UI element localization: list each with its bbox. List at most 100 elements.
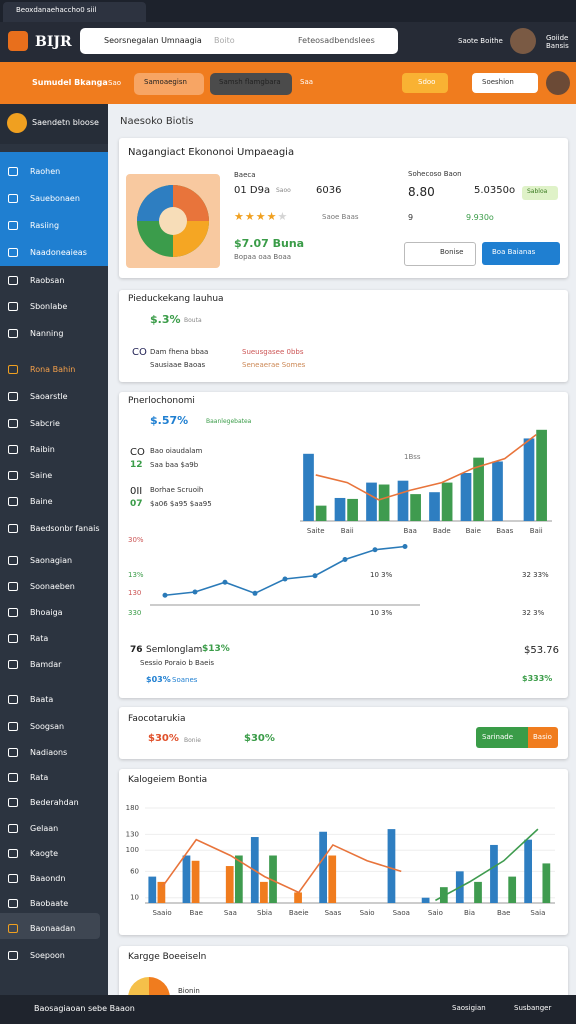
label: Baeca [234, 171, 256, 179]
nav-icon [8, 660, 18, 669]
nav-icon [8, 221, 18, 230]
brand: Sumudel Bkanga [32, 78, 108, 87]
nav-icon [8, 276, 18, 285]
bar [421, 897, 430, 903]
label: 76 [130, 645, 143, 655]
nav-icon [8, 849, 18, 858]
bar [347, 498, 358, 521]
bar [397, 480, 409, 521]
nav-button[interactable] [472, 73, 538, 93]
x-tick-label: Bae [190, 909, 203, 917]
sidebar-item[interactable]: Nadiaons [30, 748, 68, 757]
bar [303, 453, 314, 521]
nav-icon [8, 634, 18, 643]
sidebar-item[interactable]: Raobsan [30, 276, 65, 285]
sidebar-item[interactable]: Soepoon [30, 951, 65, 960]
sidebar-item[interactable]: Baata [30, 695, 54, 704]
button-text: Boa Baianas [492, 248, 536, 256]
sidebar-item[interactable]: Rata [30, 773, 49, 782]
label: Sohecoso Baon [408, 170, 462, 178]
sidebar-item[interactable]: Rata [30, 634, 49, 643]
bar [460, 473, 472, 521]
line [315, 433, 537, 501]
sidebar-item[interactable]: Raohen [30, 167, 61, 176]
button-green[interactable] [476, 727, 528, 748]
sidebar-item[interactable]: Baedsonbr fanais [30, 524, 100, 533]
nav-badge[interactable] [402, 73, 448, 93]
nav-icon [8, 798, 18, 807]
button-primary[interactable] [482, 242, 560, 265]
bar [294, 892, 302, 903]
footer-link[interactable]: Saosigian [452, 1004, 486, 1012]
search-text: Seorsnegalan Umnaagia [104, 36, 202, 45]
x-tick-label: Baie [466, 527, 481, 535]
label: Seneaerae Somes [242, 361, 306, 369]
sidebar-item[interactable]: Rasiing [30, 221, 60, 230]
label: 8.80 [408, 185, 435, 199]
sidebar-item[interactable]: Rona Bahin [30, 365, 76, 374]
bar [473, 457, 484, 521]
x-tick-label: Saaio [152, 909, 171, 917]
sidebar-item[interactable]: Saine [30, 471, 53, 480]
footer-link[interactable]: Susbanger [514, 1004, 552, 1012]
x-tick-label: Saas [325, 909, 342, 917]
label: 130 [128, 589, 142, 597]
label: $a06 $a95 $aa95 [150, 500, 212, 508]
nav-pill-active[interactable] [210, 73, 292, 95]
card [119, 290, 568, 382]
x-tick-label: Saio [360, 909, 375, 917]
rating-stars: ★★★★★ [234, 210, 289, 223]
sidebar-item[interactable]: Naadoneaieas [30, 248, 87, 257]
price: $7.07 Buna [234, 237, 305, 250]
sidebar-item[interactable]: Raibin [30, 445, 55, 454]
sidebar-item[interactable]: Baobaate [30, 899, 69, 908]
sidebar-item[interactable]: Soonaeben [30, 582, 75, 591]
x-tick-label: Bae [497, 909, 510, 917]
line-point [222, 579, 228, 585]
button[interactable] [404, 242, 476, 266]
bar [157, 881, 166, 903]
label: Saa baa $a9b [150, 461, 199, 469]
sidebar-item[interactable]: Sauebonaen [30, 194, 80, 203]
nav-avatar[interactable] [546, 71, 570, 95]
profile-icon [7, 113, 27, 133]
sidebar-item[interactable]: Bederahdan [30, 798, 79, 807]
browser-tab[interactable] [3, 2, 146, 22]
card-title: Pnerlochonomi [128, 396, 195, 406]
label: Saoo [276, 187, 291, 194]
button-orange[interactable] [528, 727, 558, 748]
x-tick-label: Saite [307, 527, 325, 535]
nav-pill[interactable] [134, 73, 204, 95]
nav-icon [8, 248, 18, 257]
card [119, 392, 568, 698]
search-alt: Feteosadbendslees [298, 36, 375, 45]
label: $03% [146, 675, 171, 684]
search-hint: Boito [214, 36, 235, 45]
sidebar-item[interactable]: Saoarstle [30, 392, 68, 401]
sidebar-item[interactable]: Bhoaiga [30, 608, 63, 617]
sidebar-item[interactable]: Baaondn [30, 874, 66, 883]
sidebar-item[interactable]: Sabcrie [30, 419, 60, 428]
sidebar-item[interactable]: Baonaadan [30, 924, 76, 933]
y-tick-label: 60 [130, 867, 139, 875]
sidebar-item[interactable]: Saonagian [30, 556, 73, 565]
sidebar-item[interactable]: Sbonlabe [30, 302, 68, 311]
sidebar-item[interactable]: Gelaan [30, 824, 59, 833]
sidebar-item[interactable]: Baine [30, 497, 53, 506]
button-text: Sarinade [482, 733, 514, 741]
bar [366, 482, 377, 521]
nav-item: Samsh flamgbara [219, 78, 281, 86]
sidebar-item[interactable]: Kaogte [30, 849, 59, 858]
label: $.57% [150, 414, 189, 427]
tab-title: Beoxdanaehaccho0 siil [16, 6, 97, 14]
sidebar-item[interactable]: Soogsan [30, 722, 65, 731]
sidebar-item[interactable]: Nanning [30, 329, 64, 338]
x-tick-label: Baa [404, 527, 417, 535]
sidebar-item[interactable]: Bamdar [30, 660, 62, 669]
search-box[interactable] [80, 28, 398, 54]
label: CO [130, 447, 145, 458]
nav-icon [8, 874, 18, 883]
label: Soanes [172, 676, 198, 684]
label: Sessio Poraio b Baeis [140, 659, 215, 667]
avatar[interactable] [510, 28, 536, 54]
